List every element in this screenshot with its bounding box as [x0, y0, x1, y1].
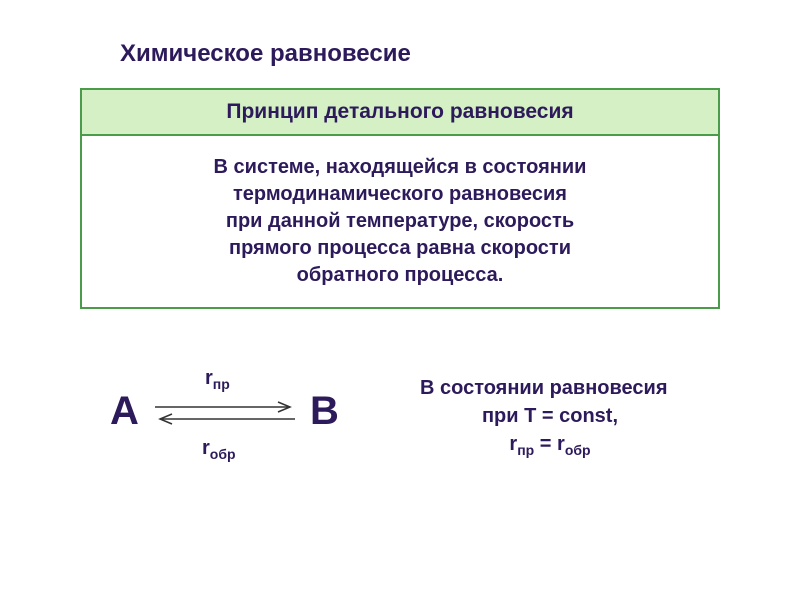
eq-line-3: rпр = rобр [420, 430, 720, 461]
body-line-2: термодинамического равновесия [233, 183, 567, 205]
principle-box: Принцип детального равновесия В системе,… [80, 88, 720, 309]
r-reverse-base: r [202, 437, 210, 459]
r-forward-base: r [205, 367, 213, 389]
reaction-diagram: А В rпр rобр [80, 349, 400, 469]
body-line-1: В системе, находящейся в состоянии [214, 156, 587, 178]
r-reverse-sub: обр [210, 446, 236, 462]
body-line-5: обратного процесса. [297, 264, 504, 286]
eq-sub2: обр [565, 442, 591, 458]
box-header: Принцип детального равновесия [82, 90, 718, 136]
body-line-3: при данной температуре, скорость [226, 210, 574, 232]
product-b: В [310, 389, 339, 434]
eq-sub1: пр [517, 442, 534, 458]
r-forward-sub: пр [213, 376, 230, 392]
equilibrium-statement: В состоянии равновесия при T = const, r п… [400, 349, 720, 469]
bottom-section: А В rпр rобр В состоянии равновесия при … [60, 349, 740, 469]
box-body: В системе, находящейся в состоянии термо… [82, 136, 718, 307]
main-title: Химическое равновесие [60, 40, 740, 68]
equilibrium-arrows-icon [150, 397, 300, 432]
eq-r2: r [557, 433, 565, 455]
rate-forward: rпр [205, 367, 230, 392]
rate-reverse: rобр [202, 437, 236, 462]
eq-equals: = [534, 433, 557, 455]
eq-line-1: В состоянии равновесия [420, 374, 720, 402]
eq-line-2: при T = const, [420, 402, 720, 430]
body-line-4: прямого процесса равна скорости [229, 237, 571, 259]
reactant-a: А [110, 389, 139, 434]
